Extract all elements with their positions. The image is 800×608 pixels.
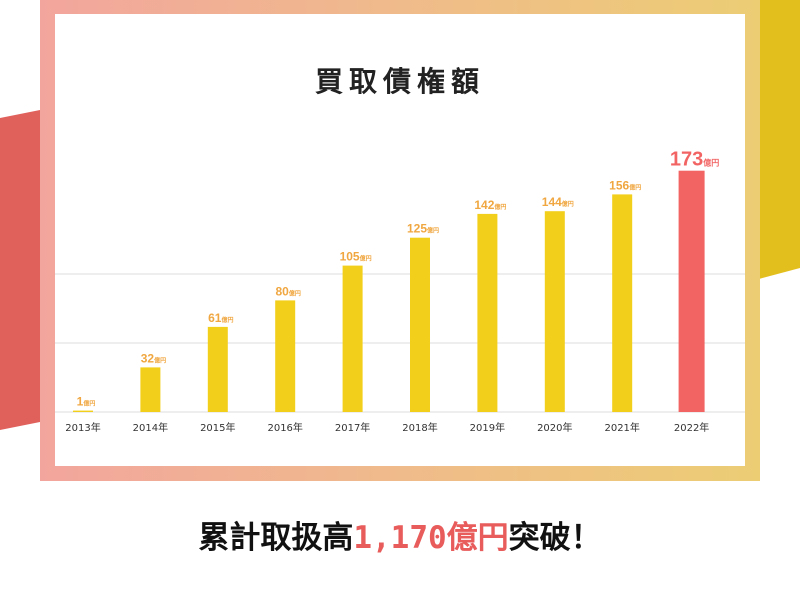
- bar-value-number: 144: [542, 195, 562, 209]
- x-tick-label: 2014年: [133, 421, 168, 434]
- x-tick-label: 2020年: [537, 421, 572, 434]
- bar-value-number: 105: [340, 250, 360, 264]
- bar: [678, 170, 705, 412]
- bar-value-unit: 億円: [83, 400, 95, 408]
- x-tick-label: 2018年: [402, 421, 437, 434]
- bar-value-unit: 億円: [562, 200, 574, 208]
- bar-value-label: 142億円: [474, 198, 506, 212]
- x-tick-label: 2022年: [674, 421, 709, 434]
- bar-value-label: 80億円: [276, 284, 301, 298]
- bar: [140, 367, 161, 412]
- bar-value-label: 173億円: [670, 149, 719, 171]
- bar: [275, 300, 296, 412]
- bar-value-number: 142: [474, 198, 494, 212]
- bar: [477, 213, 498, 412]
- x-tick-label: 2021年: [604, 421, 639, 434]
- bar-value-unit: 億円: [360, 255, 372, 263]
- bar-value-unit: 億円: [289, 289, 301, 297]
- x-tick-label: 2013年: [65, 421, 100, 434]
- bar-value-label: 1億円: [77, 395, 96, 409]
- bar-value-label: 105億円: [340, 250, 372, 264]
- bar-value-number: 80: [276, 284, 290, 298]
- bar-value-number: 173: [670, 149, 703, 171]
- x-tick-label: 2015年: [200, 421, 235, 434]
- bar: [342, 265, 363, 412]
- bar-value-unit: 億円: [427, 227, 439, 235]
- bar-value-label: 125億円: [407, 222, 439, 236]
- bar: [544, 211, 565, 412]
- bar-value-label: 61億円: [208, 311, 233, 325]
- bar-value-number: 125: [407, 222, 427, 236]
- bar-value-number: 156: [609, 178, 629, 192]
- bar-value-unit: 億円: [221, 316, 233, 324]
- bar-value-number: 61: [208, 311, 222, 325]
- bar-value-label: 156億円: [609, 178, 641, 192]
- bar-value-label: 144億円: [542, 195, 574, 209]
- headline-suffix: 突破！: [508, 520, 602, 556]
- chart-title: 買取債権額: [314, 65, 485, 98]
- x-tick-label: 2016年: [267, 421, 302, 434]
- bar-value-unit: 億円: [629, 183, 641, 191]
- bar-chart: 1億円2013年32億円2014年61億円2015年80億円2016年105億円…: [55, 149, 745, 434]
- bar-value-number: 32: [141, 351, 155, 365]
- bar-value-unit: 億円: [154, 356, 166, 364]
- bar-value-label: 32億円: [141, 351, 166, 365]
- bar: [207, 326, 228, 412]
- bar: [410, 237, 430, 412]
- headline-amount: 1,170億円: [353, 520, 509, 556]
- bar-value-number: 1: [77, 395, 84, 409]
- headline: 累計取扱高1,170億円突破！: [0, 512, 800, 557]
- bar: [73, 410, 93, 412]
- x-tick-label: 2019年: [470, 421, 505, 434]
- bar-value-unit: 億円: [703, 158, 719, 168]
- bar: [612, 194, 633, 412]
- bar-value-unit: 億円: [494, 203, 506, 211]
- x-tick-label: 2017年: [335, 421, 370, 434]
- headline-prefix: 累計取扱高: [198, 520, 354, 556]
